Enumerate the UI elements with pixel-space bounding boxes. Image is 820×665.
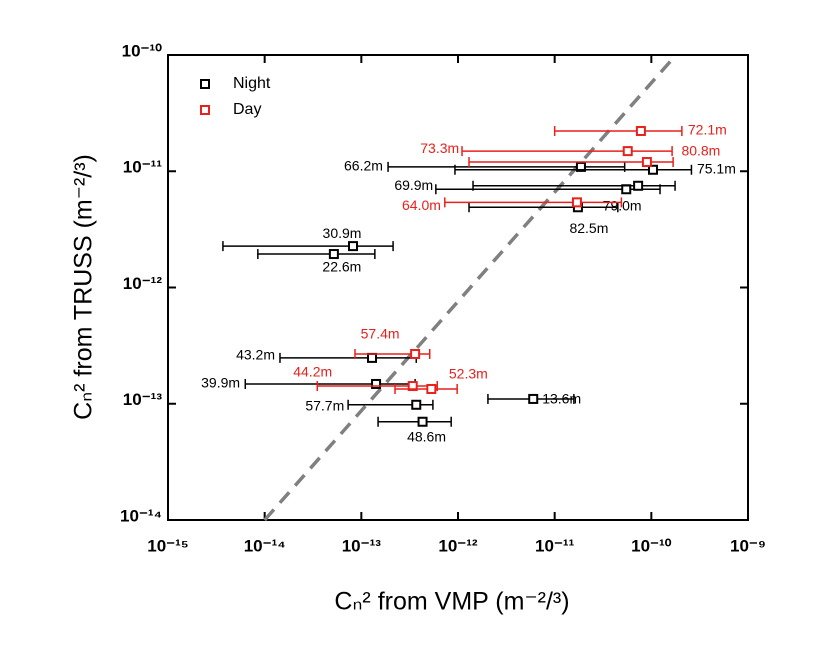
point [367,352,378,363]
legend-label: Night [233,75,271,92]
point [641,157,652,168]
point-label: 22.6m [322,259,361,275]
x-tick-label: 10⁻⁹ [730,536,766,555]
x-tick-label: 10⁻¹¹ [535,536,575,555]
y-tick-label: 10⁻¹⁴ [120,506,162,525]
point-label: 64.0m [402,197,441,213]
x-tick-label: 10⁻¹³ [342,536,382,555]
point [635,125,646,136]
point [426,383,437,394]
x-tick-label: 10⁻¹⁴ [244,536,286,555]
legend-marker [200,105,210,115]
point [411,399,422,410]
y-tick-label: 10⁻¹¹ [123,158,163,177]
point-label: 75.1m [697,160,736,176]
point [410,348,421,359]
point [633,180,644,191]
legend-marker [200,79,210,89]
point [622,146,633,157]
point [371,378,382,389]
x-tick-label: 10⁻¹⁰ [631,536,672,555]
point-label: 30.9m [323,225,362,241]
point-label: 44.2m [293,364,332,380]
point [575,161,586,172]
y-axis-title: Cₙ² from TRUSS (m⁻²/³) [70,154,98,420]
point-label: 66.2m [344,158,383,174]
y-tick-label: 10⁻¹⁰ [122,41,163,60]
point-label: 13.6m [542,391,581,407]
point-label: 73.3m [420,140,459,156]
point-label: 57.4m [361,326,400,342]
point-label: 39.9m [201,375,240,391]
x-tick-label: 10⁻¹⁵ [147,536,189,555]
point [328,249,339,260]
point-label: 69.9m [394,177,433,193]
point-label: 72.1m [688,122,727,138]
point [417,416,428,427]
point [647,164,658,175]
y-tick-label: 10⁻¹³ [123,390,163,409]
x-tick-label: 10⁻¹² [438,536,478,555]
y-tick-label: 10⁻¹² [123,274,163,293]
point [528,393,539,404]
reference-line [263,53,678,522]
point-label: 80.8m [681,143,720,159]
point-label: 48.6m [407,428,446,444]
point-label: 57.7m [305,397,344,413]
point-label: 82.5m [569,220,608,236]
point-label: 43.2m [236,347,275,363]
point [348,241,359,252]
point [571,197,582,208]
x-axis-title: Cₙ² from VMP (m⁻²/³) [334,588,569,616]
point [407,381,418,392]
legend-label: Day [233,101,261,118]
point-label: 52.3m [449,366,488,382]
